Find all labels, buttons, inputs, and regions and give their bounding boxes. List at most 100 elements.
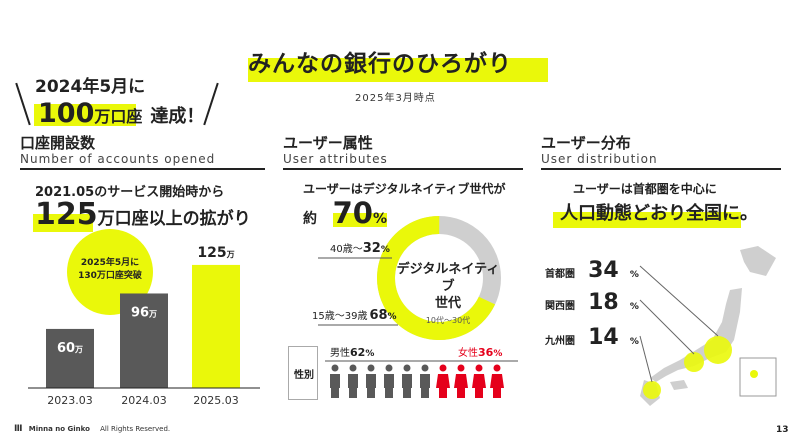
accounts-headline: 125万口座以上の拡がり	[35, 197, 251, 232]
accounts-headline-number: 125	[35, 197, 98, 232]
distribution-headline-highlight	[553, 212, 741, 228]
female-pct: %	[493, 349, 503, 359]
attributes-share-unit: %	[372, 211, 387, 227]
gender-label: 性別	[294, 370, 314, 381]
female-label: 女性	[458, 348, 478, 359]
achievement-number: 100	[38, 98, 95, 129]
female-person-icon	[436, 364, 450, 398]
male-label: 男性	[330, 348, 350, 359]
male-person-icon	[384, 364, 394, 398]
region-unit: %	[629, 270, 639, 280]
kansai-leader	[639, 299, 695, 355]
page-title: みんなの銀行のひろがり	[248, 51, 512, 77]
region-name: 関西圏	[545, 301, 575, 312]
bar-2023.03	[46, 328, 94, 388]
slash-right	[203, 82, 219, 126]
kyushu-bubble	[643, 381, 661, 399]
age-old-label: 40歳～	[330, 244, 363, 255]
region-value: 14	[588, 325, 619, 350]
slash-left	[15, 82, 31, 126]
age-donut-chart	[318, 216, 501, 340]
accounts-lead: 2021.05のサービス開始時から	[35, 185, 225, 200]
shutoken-bubble	[704, 336, 732, 364]
achievement-tail: 達成！	[150, 106, 205, 127]
region-value: 34	[588, 258, 619, 283]
attributes-share-number: 70	[332, 196, 373, 230]
achievement-headline: 100万口座 達成！	[38, 98, 204, 129]
attributes-section-subtitle: User attributes	[283, 152, 388, 166]
accounts-section-subtitle: Number of accounts opened	[20, 152, 216, 166]
shutoken-leader	[639, 265, 719, 337]
male-value: 62	[350, 346, 366, 359]
page-number: 13	[776, 425, 789, 435]
kansai-bubble	[684, 352, 704, 372]
shikoku-shape	[670, 380, 688, 390]
region-unit: %	[629, 302, 639, 312]
age-young-pct: %	[387, 312, 397, 322]
bar-value-label: 60万	[57, 341, 83, 356]
donut-center-text: デジタルネイティブ 世代 10代～30代	[392, 261, 504, 329]
accounts-headline-rest: 口座以上の拡がり	[114, 209, 251, 229]
distribution-section-title: ユーザー分布	[541, 134, 631, 152]
milestone-line2: 130万口座突破	[78, 271, 142, 281]
female-person-icon	[490, 364, 504, 398]
female-text: 女性36%	[458, 344, 502, 359]
donut-center-sub: 10代～30代	[425, 316, 471, 325]
donut-center-line1: デジタルネイティブ	[396, 262, 500, 294]
accounts-headline-unit: 万	[97, 209, 115, 229]
age-young-value: 68	[369, 308, 388, 323]
hokkaido-shape	[740, 246, 776, 276]
footer-rights: All Rights Reserved.	[100, 425, 171, 433]
accounts-bar-chart: 60万 2023.03 96万 2024.03 125万 2025.03	[28, 245, 260, 407]
region-value: 18	[588, 290, 619, 315]
title-highlight	[248, 58, 548, 82]
attributes-lead: ユーザーはデジタルネイティブ世代が	[303, 182, 506, 196]
bar-value-label: 96万	[131, 305, 157, 320]
male-person-icon	[420, 364, 430, 398]
bar-category-label: 2023.03	[47, 394, 93, 407]
japan-map	[639, 246, 777, 406]
bar-category-label: 2024.03	[121, 394, 167, 407]
bar-2024.03	[120, 293, 168, 388]
accounts-divider	[20, 168, 265, 170]
attributes-share-highlight	[333, 213, 387, 227]
female-value: 36	[478, 346, 494, 359]
donut-young-segment	[377, 216, 501, 340]
bar-value-label: 125万	[197, 245, 234, 261]
age-young-label: 15歳～39歳	[312, 311, 368, 322]
region-name: 九州圏	[545, 336, 575, 347]
female-person-icon	[454, 364, 468, 398]
age-old-value: 32	[362, 241, 381, 256]
footer-brand: Minna no Ginko	[28, 425, 90, 433]
gender-box	[288, 346, 318, 400]
gender-pictogram	[325, 360, 518, 398]
attributes-divider	[283, 168, 523, 170]
achievement-date: 2024年5月に	[35, 77, 146, 97]
female-person-icon	[472, 364, 486, 398]
region-name: 首都圏	[545, 269, 575, 280]
achievement-unit: 万口座	[94, 107, 143, 126]
milestone-text: 2025年5月に 130万口座突破	[72, 257, 148, 283]
male-person-icon	[402, 364, 412, 398]
achievement-highlight	[34, 104, 136, 126]
age-old-text: 40歳～32%	[330, 240, 390, 256]
region-unit: %	[629, 337, 639, 347]
attributes-section-title: ユーザー属性	[283, 134, 373, 152]
distribution-divider	[541, 168, 781, 170]
age-young-text: 15歳～39歳 68%	[312, 307, 397, 323]
region-row-shutoken: 首都圏 34 %	[545, 258, 639, 283]
okinawa-bubble	[750, 370, 758, 378]
okinawa-inset	[739, 357, 777, 397]
milestone-line1: 2025年5月に	[80, 258, 140, 268]
as-of-date: 2025年3月時点	[355, 93, 436, 104]
male-text: 男性62%	[330, 344, 374, 359]
bar-category-label: 2025.03	[193, 394, 239, 407]
distribution-headline: 人口動態どおり全国に。	[560, 203, 758, 224]
attributes-share: 約 70%	[303, 196, 387, 230]
donut-center-line2: 世代	[434, 296, 461, 311]
bar-2025.03	[192, 264, 240, 388]
attributes-approx: 約	[303, 211, 317, 227]
accounts-headline-highlight	[33, 214, 93, 232]
kyushu-leader	[639, 335, 653, 383]
region-row-kyushu: 九州圏 14 %	[545, 325, 639, 350]
